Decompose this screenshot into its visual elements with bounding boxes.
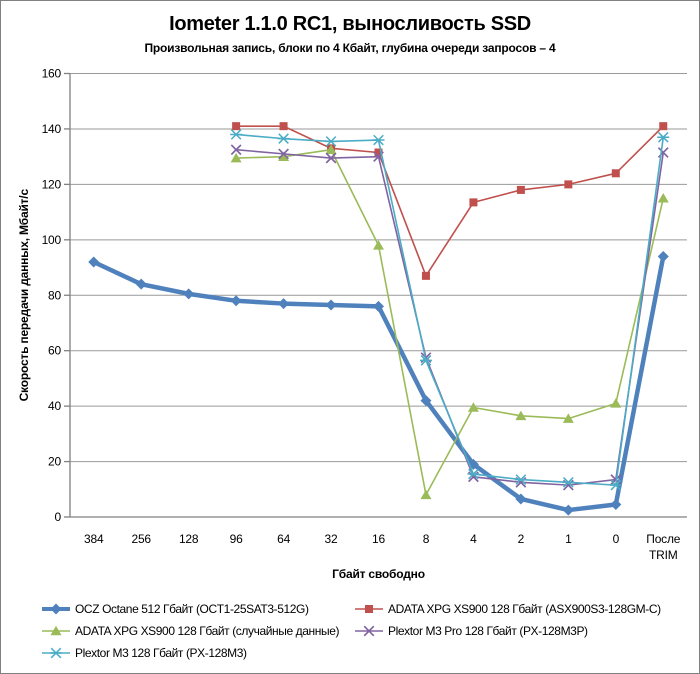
series-line-0 [91, 254, 666, 513]
square-marker [232, 122, 241, 131]
diamond-marker [420, 395, 432, 407]
diamond-marker [562, 504, 574, 516]
square-marker [516, 185, 525, 194]
y-tick-label: 20 [48, 455, 61, 469]
series-2 [230, 144, 669, 500]
x-tick-label: TRIM [649, 548, 678, 562]
x-tick-label: 0 [613, 532, 620, 546]
asterisk-marker [657, 131, 670, 143]
asterisk-marker [467, 468, 480, 480]
square-marker [611, 169, 620, 178]
x-marker [230, 144, 242, 156]
triangle-marker [420, 489, 432, 500]
triangle-marker [373, 240, 384, 250]
square-marker [374, 148, 383, 157]
asterisk-marker [230, 129, 243, 140]
asterisk-marker [277, 133, 290, 144]
asterisk-marker [609, 479, 622, 491]
x-tick-label: 64 [277, 532, 290, 546]
x-tick-label: 256 [131, 532, 151, 546]
diamond-marker [230, 295, 242, 307]
series-3 [230, 144, 669, 491]
series-1 [232, 122, 668, 280]
square-marker [659, 122, 668, 131]
asterisk-marker [325, 136, 338, 147]
x-tick-label: 16 [372, 532, 385, 546]
diamond-marker [135, 278, 147, 290]
series-4 [230, 129, 670, 491]
gridlines [70, 73, 687, 463]
y-tick-label: 80 [48, 288, 61, 302]
square-marker [279, 122, 288, 131]
triangle-marker [467, 402, 479, 412]
x-tick-label: 32 [325, 532, 338, 546]
diamond-marker [183, 288, 195, 300]
triangle-marker [657, 193, 669, 203]
x-axis-title: Гбайт свободно [332, 567, 425, 581]
triangle-marker [562, 413, 574, 423]
triangle-marker [230, 152, 242, 163]
y-tick-label: 160 [42, 67, 62, 81]
x-tick-label: 2 [518, 532, 525, 546]
x-tick-label: 4 [470, 532, 477, 546]
triangle-marker [278, 151, 290, 161]
y-tick-label: 40 [48, 399, 61, 413]
diamond-marker [325, 299, 337, 311]
x-tick-label: 8 [423, 532, 430, 546]
square-marker [421, 271, 430, 280]
square-marker [564, 180, 573, 189]
triangle-marker [515, 410, 527, 421]
diamond-marker [373, 300, 384, 312]
y-tick-labels: 0 20 40 60 80 100 120 140 160 [42, 67, 62, 525]
series-line-4 [235, 133, 665, 486]
triangle-marker [325, 144, 337, 155]
x-marker [278, 148, 289, 160]
square-marker [469, 198, 478, 207]
x-tick-label: 128 [179, 532, 199, 546]
x-tick-label: 96 [230, 532, 243, 546]
series-0 [88, 250, 669, 516]
x-tick-label: 1 [565, 532, 572, 546]
x-marker [325, 152, 337, 164]
asterisk-marker [419, 355, 432, 366]
diamond-marker [88, 256, 100, 268]
chart-subtitle: Произвольная запись, блоки по 4 Кбайт, г… [144, 41, 556, 55]
triangle-marker [610, 398, 622, 408]
axes [64, 72, 687, 518]
y-tick-label: 60 [48, 344, 61, 358]
asterisk-marker [562, 477, 575, 488]
diamond-marker [515, 493, 527, 505]
series-line-1 [235, 125, 665, 277]
y-tick-label: 100 [42, 233, 62, 247]
series-line-2 [235, 148, 665, 496]
asterisk-marker [514, 474, 527, 485]
y-axis-title: Скорость передачи данных, Мбайт/с [17, 189, 31, 402]
y-tick-label: 0 [55, 510, 62, 524]
x-tick-label: После [646, 532, 681, 546]
diamond-marker [657, 250, 669, 262]
x-tick-labels: 384 256 128 96 64 32 16 8 4 2 1 0 После TRIM [84, 532, 681, 562]
chart-title: Iometer 1.1.0 RC1, выносливость SSD [169, 13, 531, 35]
asterisk-marker [372, 134, 385, 146]
diamond-marker [610, 499, 622, 511]
y-tick-label: 140 [42, 122, 62, 136]
diamond-marker [278, 298, 290, 310]
y-tick-label: 120 [42, 177, 62, 191]
x-tick-label: 384 [84, 532, 104, 546]
